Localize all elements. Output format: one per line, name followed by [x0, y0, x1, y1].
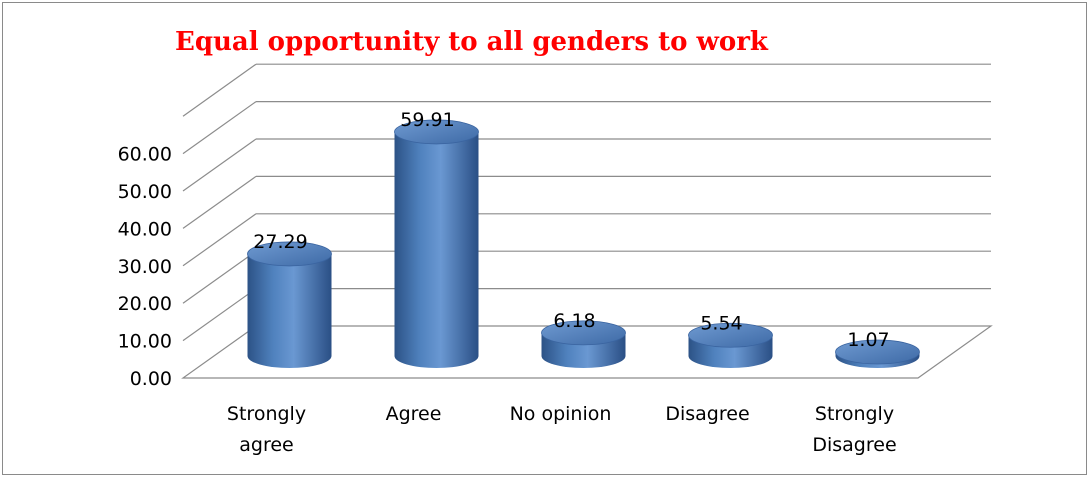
axis-layer: 0.00 10.00 20.00 30.00 40.00 50.00 60.00 — [118, 144, 172, 390]
category-label: agree — [239, 434, 293, 456]
y-tick-label: 10.00 — [118, 331, 172, 353]
bar-layer — [247, 119, 920, 368]
grid-layer — [181, 63, 993, 379]
data-label: 27.29 — [253, 231, 307, 253]
chart-floor — [181, 325, 993, 379]
bar-0 — [247, 241, 332, 368]
bar-top — [835, 339, 920, 365]
category-label: No opinion — [510, 403, 612, 425]
data-label: 6.18 — [553, 310, 595, 332]
category-label: Disagree — [665, 403, 749, 425]
gridline-wall — [182, 101, 257, 155]
gridline-wall — [182, 288, 257, 342]
category-label: Disagree — [812, 434, 896, 456]
y-tick-label: 40.00 — [118, 218, 172, 240]
bar-1 — [394, 119, 479, 368]
bar-3 — [688, 322, 773, 368]
gridline-wall — [182, 63, 257, 117]
gridline-wall — [182, 175, 257, 229]
gridline-wall — [182, 213, 257, 267]
y-tick-label: 0.00 — [130, 368, 172, 390]
category-label: Strongly — [815, 403, 894, 425]
data-label: 59.91 — [400, 109, 454, 131]
y-tick-label: 20.00 — [118, 293, 172, 315]
bar-4 — [835, 339, 920, 368]
y-tick-label: 60.00 — [118, 144, 172, 166]
chart-title: Equal opportunity to all genders to work — [175, 27, 768, 57]
category-label: Agree — [386, 403, 442, 425]
bar-body — [394, 131, 479, 368]
bar-body — [247, 253, 332, 368]
bar-top — [247, 241, 332, 267]
category-label: Strongly — [227, 403, 306, 425]
y-tick-label: 30.00 — [118, 256, 172, 278]
gridline-wall — [182, 250, 257, 304]
data-label: 5.54 — [700, 312, 742, 334]
bar-top — [541, 320, 626, 346]
bar-top — [688, 322, 773, 348]
data-label: 1.07 — [847, 329, 889, 351]
gridline-wall — [182, 138, 257, 192]
bar-top — [394, 119, 479, 145]
label-layer: 27.29 Strongly agree 59.91 Agree 6.18 No opini… — [227, 109, 897, 456]
bar-2 — [541, 320, 626, 368]
y-tick-label: 50.00 — [118, 181, 172, 203]
